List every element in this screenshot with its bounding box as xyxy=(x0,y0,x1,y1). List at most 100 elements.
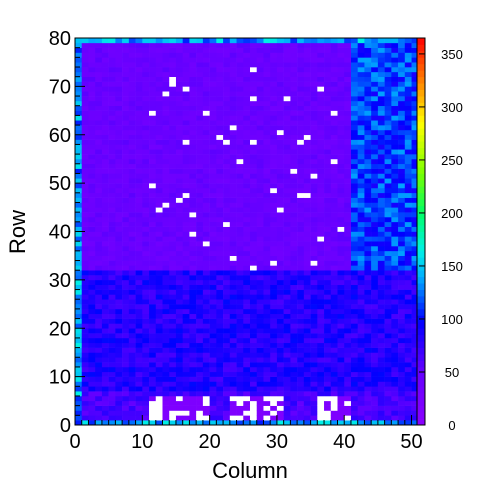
heatmap-cell xyxy=(404,52,412,58)
heatmap-cell xyxy=(364,120,372,126)
heatmap-cell xyxy=(223,168,231,174)
heatmap-cell xyxy=(108,178,116,184)
heatmap-cell xyxy=(324,226,332,232)
heatmap-cell xyxy=(95,38,103,44)
heatmap-cell xyxy=(209,173,217,179)
heatmap-cell xyxy=(270,129,278,136)
heatmap-cell xyxy=(290,212,298,218)
heatmap-cell xyxy=(108,405,116,411)
heatmap-cell xyxy=(398,207,406,213)
heatmap-cell xyxy=(155,158,163,165)
heatmap-cell xyxy=(317,352,325,358)
heatmap-cell xyxy=(337,221,345,227)
heatmap-cell xyxy=(371,333,379,339)
heatmap-cell xyxy=(391,134,399,140)
heatmap-cell xyxy=(250,255,258,261)
heatmap-cell xyxy=(364,100,372,107)
heatmap-cell xyxy=(223,260,231,266)
heatmap-cell xyxy=(391,420,399,426)
heatmap-cell xyxy=(189,212,197,218)
heatmap-cell xyxy=(330,255,338,261)
heatmap-cell xyxy=(162,362,170,368)
heatmap-cell xyxy=(182,125,190,131)
heatmap-cell xyxy=(135,318,143,324)
heatmap-cell xyxy=(75,38,83,44)
heatmap-cell xyxy=(236,250,244,256)
heatmap-cell xyxy=(101,255,109,261)
heatmap-cell xyxy=(276,284,284,290)
heatmap-cell xyxy=(270,42,278,48)
heatmap-cell xyxy=(122,149,130,155)
heatmap-cell xyxy=(263,81,271,87)
heatmap-cell xyxy=(283,308,291,315)
heatmap-cell xyxy=(364,154,372,160)
heatmap-cell xyxy=(330,216,338,223)
heatmap-cell xyxy=(88,100,96,107)
heatmap-cell xyxy=(169,47,177,53)
heatmap-cell xyxy=(169,38,177,44)
heatmap-cell xyxy=(202,323,210,329)
heatmap-cell xyxy=(344,81,352,87)
heatmap-cell xyxy=(371,110,379,116)
heatmap-cell xyxy=(229,120,237,126)
heatmap-cell xyxy=(297,279,305,286)
heatmap-cell xyxy=(290,250,298,256)
heatmap-cell xyxy=(330,226,338,232)
heatmap-cell xyxy=(209,125,217,131)
heatmap-cell xyxy=(175,400,183,406)
heatmap-cell xyxy=(324,337,332,344)
heatmap-cell xyxy=(364,47,372,53)
heatmap-cell xyxy=(344,352,352,358)
colorbar-segment xyxy=(417,250,425,258)
heatmap-cell xyxy=(189,289,197,295)
heatmap-cell xyxy=(337,163,345,169)
heatmap-cell xyxy=(243,96,251,102)
heatmap-cell xyxy=(344,71,352,77)
heatmap-cell xyxy=(324,212,332,218)
heatmap-cell xyxy=(391,96,399,102)
heatmap-cell xyxy=(310,241,318,247)
heatmap-cell xyxy=(283,395,291,402)
heatmap-cell xyxy=(216,231,224,237)
heatmap-cell xyxy=(297,347,305,353)
heatmap-cell xyxy=(303,371,311,377)
heatmap-cell xyxy=(364,255,372,261)
heatmap-cell xyxy=(324,395,332,402)
heatmap-cell xyxy=(391,173,399,179)
heatmap-cell xyxy=(297,250,305,256)
heatmap-cell xyxy=(250,221,258,227)
heatmap-cell xyxy=(303,270,311,276)
heatmap-cell xyxy=(270,76,278,82)
heatmap-cell xyxy=(250,110,258,116)
heatmap-cell xyxy=(88,299,96,305)
heatmap-cell xyxy=(88,42,96,48)
heatmap-cell xyxy=(75,134,83,140)
heatmap-cell xyxy=(142,62,150,68)
heatmap-cell xyxy=(236,299,244,305)
heatmap-cell xyxy=(377,173,385,179)
heatmap-cell xyxy=(162,216,170,223)
heatmap-cell xyxy=(411,255,419,261)
heatmap-cell xyxy=(95,76,103,82)
heatmap-cell xyxy=(149,47,157,53)
heatmap-cell xyxy=(189,415,197,421)
heatmap-cell xyxy=(155,376,163,382)
heatmap-cell xyxy=(256,42,264,48)
heatmap-cell xyxy=(243,134,251,140)
heatmap-cell xyxy=(101,144,109,150)
heatmap-cell xyxy=(108,318,116,324)
heatmap-cell xyxy=(344,105,352,111)
heatmap-cell xyxy=(297,96,305,102)
heatmap-cell xyxy=(155,352,163,358)
heatmap-cell xyxy=(303,260,311,266)
heatmap-cell xyxy=(324,154,332,160)
heatmap-cell xyxy=(263,362,271,368)
heatmap-cell xyxy=(270,154,278,160)
heatmap-cell xyxy=(290,216,298,223)
heatmap-cell xyxy=(175,115,183,121)
heatmap-cell xyxy=(364,420,372,426)
heatmap-cell xyxy=(155,168,163,174)
heatmap-cell xyxy=(404,42,412,48)
heatmap-cell xyxy=(236,357,244,363)
heatmap-cell xyxy=(196,47,204,53)
